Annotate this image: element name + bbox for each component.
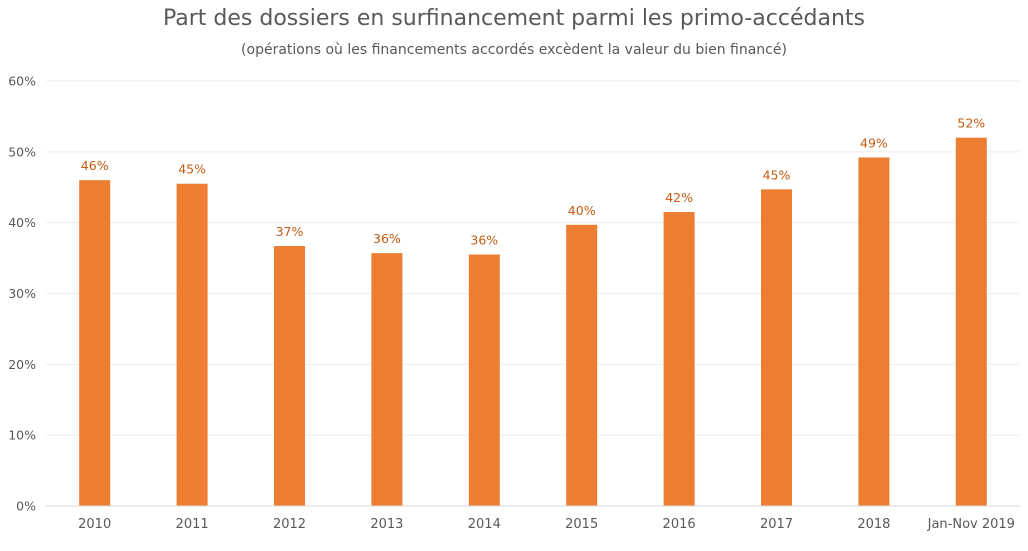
bar	[79, 180, 111, 506]
bar	[955, 137, 987, 506]
data-label: 40%	[568, 203, 596, 218]
y-tick-label: 30%	[8, 286, 36, 301]
bar	[371, 253, 403, 506]
data-label: 37%	[276, 224, 304, 239]
y-tick-label: 10%	[8, 428, 36, 443]
x-tick-label: 2014	[468, 517, 501, 532]
data-label: 49%	[860, 136, 888, 151]
data-labels: 46% 45% 37% 36% 36% 40% 42% 45% 49% 52%	[81, 116, 986, 248]
data-label: 36%	[373, 231, 401, 246]
data-label: 42%	[665, 190, 693, 205]
x-tick-label: 2016	[663, 517, 696, 532]
bar	[566, 224, 598, 506]
y-tick-label: 40%	[8, 215, 36, 230]
bar	[468, 254, 500, 506]
bars	[79, 137, 987, 507]
x-tick-label: 2012	[273, 517, 306, 532]
x-tick-label: 2011	[176, 517, 209, 532]
y-tick-label: 0%	[16, 499, 36, 514]
data-label: 45%	[178, 162, 206, 177]
bar	[761, 189, 792, 506]
x-tick-label: 2015	[565, 517, 598, 532]
x-tick-label: 2013	[370, 517, 403, 532]
chart-title: Part des dossiers en surfinancement parm…	[163, 6, 865, 31]
x-tick-label: Jan-Nov 2019	[927, 517, 1015, 532]
bar	[663, 212, 695, 506]
bar	[274, 246, 305, 506]
gridlines	[46, 80, 1020, 436]
data-label: 36%	[470, 233, 498, 248]
x-tick-label: 2017	[760, 517, 793, 532]
x-axis: 2010 2011 2012 2013 2014 2015 2016 2017 2018 Jan-…	[46, 505, 1020, 532]
bar	[176, 183, 208, 507]
y-tick-label: 20%	[8, 357, 36, 372]
y-axis: 0% 10% 20% 30% 40% 50% 60%	[8, 74, 36, 514]
data-label: 46%	[81, 158, 109, 173]
data-label: 52%	[957, 116, 985, 131]
y-tick-label: 60%	[8, 74, 36, 89]
bar	[858, 157, 890, 506]
x-tick-label: 2018	[857, 517, 890, 532]
chart-subtitle: (opérations où les financements accordés…	[241, 42, 787, 58]
y-tick-label: 50%	[8, 144, 36, 159]
x-tick-label: 2010	[78, 517, 111, 532]
data-label: 45%	[763, 167, 791, 182]
